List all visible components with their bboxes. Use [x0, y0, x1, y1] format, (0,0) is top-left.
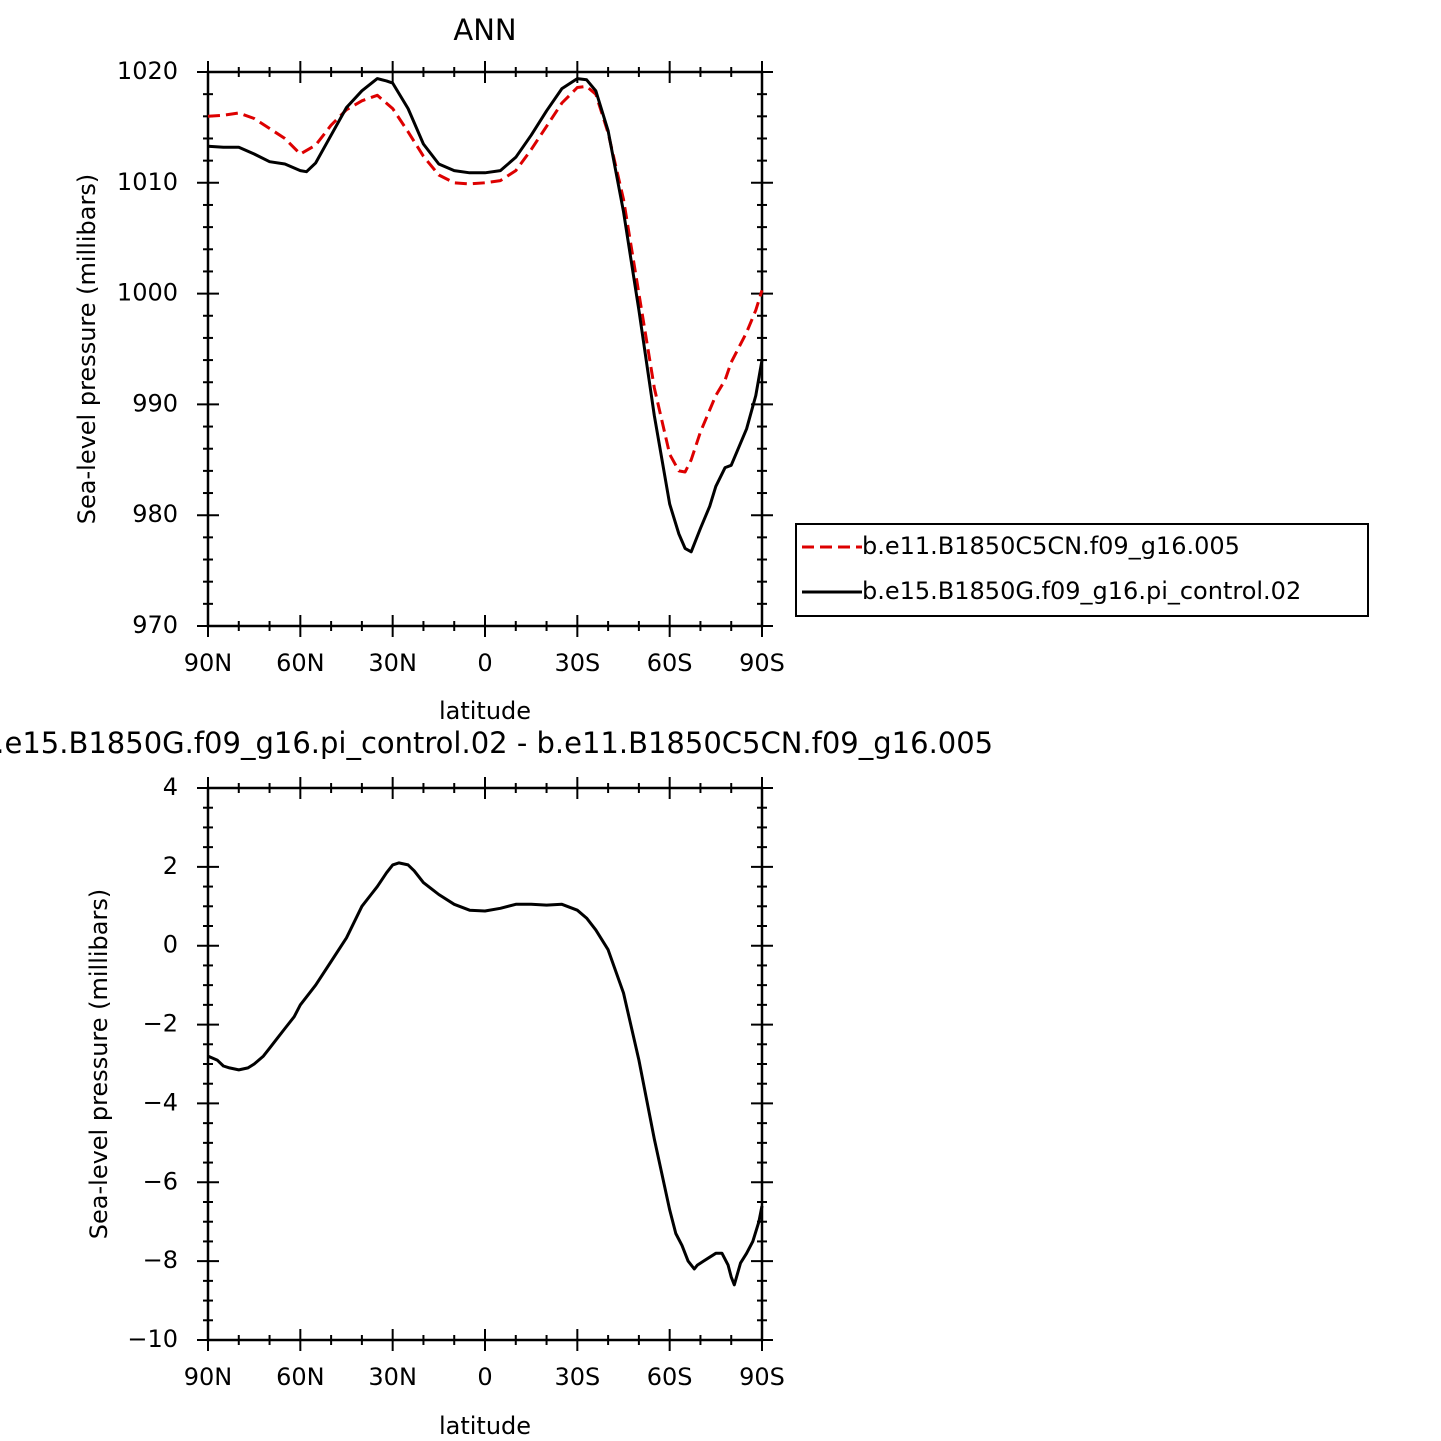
series-line-1 [207, 861, 764, 1287]
axis-ticks [197, 777, 773, 1351]
legend-label-1: b.e11.B1850C5CN.f09_g16.005 [862, 532, 1240, 560]
y-tick-label: 0 [163, 931, 178, 959]
x-tick-label: 0 [477, 649, 492, 677]
y-tick-label: −4 [143, 1088, 178, 1116]
chart-panel-2: b.e15.B1850G.f09_g16.pi_control.02 - b.e… [0, 726, 993, 1440]
x-tick-label: 30N [368, 1363, 417, 1391]
x-axis-label: latitude [439, 697, 531, 725]
legend-label-2: b.e15.B1850G.f09_g16.pi_control.02 [862, 577, 1301, 605]
x-tick-label: 60N [276, 649, 325, 677]
x-tick-label: 90N [184, 649, 233, 677]
y-tick-label: 1010 [117, 168, 178, 196]
x-tick-label: 30N [368, 649, 417, 677]
y-axis-label: Sea-level pressure (millibars) [73, 174, 101, 524]
chart-title: ANN [453, 13, 516, 47]
plot-frame [206, 70, 764, 628]
y-tick-label: −10 [127, 1325, 178, 1353]
x-axis-label: latitude [439, 1412, 531, 1440]
x-tick-label: 90S [739, 1363, 785, 1391]
x-tick-label: 90S [739, 649, 785, 677]
y-tick-label: 1020 [117, 57, 178, 85]
x-tick-label: 60S [647, 649, 693, 677]
x-tick-label: 90N [184, 1363, 233, 1391]
chart-panel-1: ANN 90N 60N 30N 0 30S 60S 90S 970 980 990 1000 1010 1… [73, 13, 1369, 725]
plot-frame [206, 786, 764, 1342]
y-tick-label: 1000 [117, 279, 178, 307]
series-line-2 [207, 77, 764, 554]
x-tick-label: 0 [477, 1363, 492, 1391]
legend: b.e11.B1850C5CN.f09_g16.005 b.e15.B1850G.… [795, 523, 1369, 617]
y-tick-label: 990 [132, 389, 178, 417]
y-axis-label: Sea-level pressure (millibars) [85, 889, 113, 1239]
y-tick-label: 970 [132, 611, 178, 639]
y-tick-label: −6 [143, 1167, 178, 1195]
legend-box [795, 523, 1369, 617]
y-tick-label: 980 [132, 500, 178, 528]
y-tick-label: −8 [143, 1246, 178, 1274]
chart-title: b.e15.B1850G.f09_g16.pi_control.02 - b.e… [0, 726, 993, 760]
series-line-1 [207, 84, 764, 474]
x-tick-label: 60N [276, 1363, 325, 1391]
x-tick-label: 30S [554, 1363, 600, 1391]
y-tick-label: −2 [143, 1010, 178, 1038]
x-tick-label: 30S [554, 649, 600, 677]
y-tick-label: 4 [163, 773, 178, 801]
x-tick-label: 60S [647, 1363, 693, 1391]
y-tick-label: 2 [163, 852, 178, 880]
